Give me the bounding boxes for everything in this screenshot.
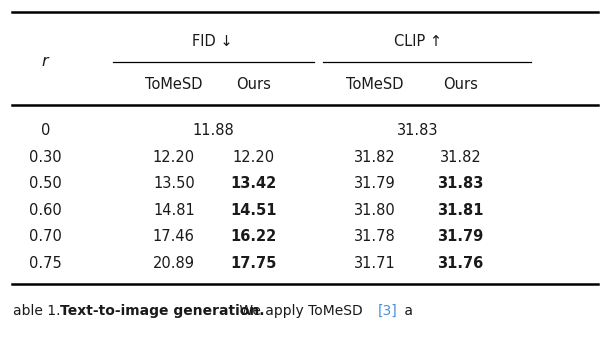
Text: 13.42: 13.42 (230, 176, 276, 191)
Text: 31.71: 31.71 (354, 256, 396, 271)
Text: 31.80: 31.80 (354, 203, 396, 218)
Text: [3]: [3] (378, 304, 398, 318)
Text: ToMeSD: ToMeSD (346, 77, 404, 92)
Text: We apply ToMeSD: We apply ToMeSD (235, 304, 367, 318)
Text: 31.78: 31.78 (354, 229, 396, 244)
Text: 0.30: 0.30 (29, 150, 62, 165)
Text: 13.50: 13.50 (153, 176, 195, 191)
Text: 31.82: 31.82 (440, 150, 481, 165)
Text: 0.75: 0.75 (29, 256, 62, 271)
Text: $r$: $r$ (41, 54, 51, 68)
Text: 14.51: 14.51 (230, 203, 276, 218)
Text: 17.46: 17.46 (153, 229, 195, 244)
Text: 16.22: 16.22 (230, 229, 276, 244)
Text: FID ↓: FID ↓ (192, 34, 232, 49)
Text: Ours: Ours (235, 77, 271, 92)
Text: 31.83: 31.83 (437, 176, 484, 191)
Text: ToMeSD: ToMeSD (145, 77, 203, 92)
Text: 31.82: 31.82 (354, 150, 396, 165)
Text: 0.50: 0.50 (29, 176, 62, 191)
Text: 31.79: 31.79 (437, 229, 484, 244)
Text: 0: 0 (41, 123, 51, 138)
Text: 14.81: 14.81 (153, 203, 195, 218)
Text: 0.70: 0.70 (29, 229, 62, 244)
Text: 17.75: 17.75 (230, 256, 276, 271)
Text: a: a (400, 304, 412, 318)
Text: 31.83: 31.83 (397, 123, 439, 138)
Text: 12.20: 12.20 (152, 150, 195, 165)
Text: 11.88: 11.88 (193, 123, 234, 138)
Text: 0.60: 0.60 (29, 203, 62, 218)
Text: CLIP ↑: CLIP ↑ (394, 34, 442, 49)
Text: Ours: Ours (443, 77, 478, 92)
Text: 31.79: 31.79 (354, 176, 396, 191)
Text: able 1.: able 1. (13, 304, 61, 318)
Text: 31.81: 31.81 (437, 203, 484, 218)
Text: Text-to-image generation.: Text-to-image generation. (60, 304, 265, 318)
Text: 31.76: 31.76 (437, 256, 484, 271)
Text: 12.20: 12.20 (232, 150, 274, 165)
Text: 20.89: 20.89 (153, 256, 195, 271)
